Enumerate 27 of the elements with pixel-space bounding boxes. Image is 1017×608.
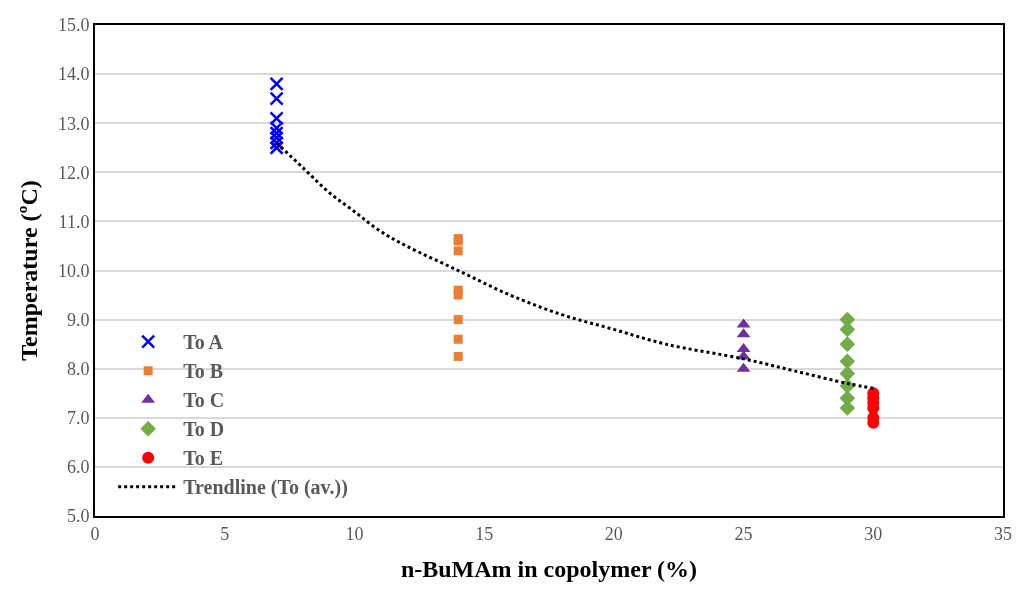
y-tick-label: 7.0: [66, 408, 90, 429]
y-tick-label: 10.0: [57, 260, 90, 281]
legend-label: To B: [183, 360, 223, 383]
legend-label: To A: [183, 331, 224, 354]
y-tick-label: 9.0: [66, 309, 90, 330]
legend-label: To C: [183, 389, 225, 412]
y-tick-label: 13.0: [57, 113, 90, 134]
x-tick-label: 35: [994, 523, 1012, 544]
y-tick-label: 11.0: [58, 211, 90, 232]
x-tick-label: 20: [604, 523, 623, 544]
x-tick-label: 30: [864, 523, 883, 544]
legend-label: To D: [183, 418, 225, 441]
x-tick-label: 0: [90, 523, 100, 544]
legend-label: To E: [183, 447, 223, 470]
y-tick-label: 6.0: [66, 457, 90, 478]
x-tick-label: 10: [345, 523, 364, 544]
x-tick-label: 25: [734, 523, 753, 544]
y-axis-title: Temperature (ºC): [15, 180, 42, 361]
y-tick-label: 15.0: [57, 15, 90, 36]
y-tick-label: 5.0: [66, 506, 90, 527]
x-tick-label: 15: [475, 523, 494, 544]
y-tick-label: 12.0: [57, 162, 90, 183]
x-tick-label: 5: [220, 523, 230, 544]
y-tick-label: 8.0: [66, 359, 90, 379]
x-axis-title: n-BuMAm in copolymer (%): [400, 556, 698, 583]
legend-label: Trendline (To (av.)): [183, 476, 348, 500]
y-tick-label: 14.0: [57, 64, 90, 85]
